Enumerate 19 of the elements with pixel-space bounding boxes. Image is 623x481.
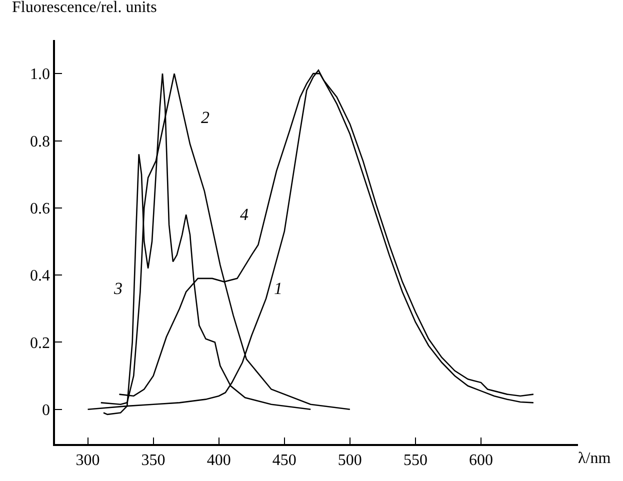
x-tick-label: 400 <box>206 452 231 469</box>
x-axis-title: λ/nm <box>578 450 612 467</box>
series-label: 4 <box>240 205 249 224</box>
y-tick-label: 0.2 <box>30 334 50 352</box>
y-tick-label: 1.0 <box>30 66 50 84</box>
x-tick-label: 600 <box>469 452 493 469</box>
series-label: 2 <box>201 108 210 127</box>
series-label: 1 <box>274 279 282 298</box>
y-tick-label: 0.4 <box>30 268 50 285</box>
y-tick-label: 0.6 <box>30 200 50 218</box>
x-tick-label: 500 <box>338 452 362 469</box>
x-tick-label: 300 <box>76 452 100 469</box>
y-tick-label: 0 <box>42 402 50 420</box>
y-axis-title: Fluorescence/rel. units <box>12 0 157 16</box>
y-tick-label: 0.8 <box>30 133 50 150</box>
x-tick-label: 550 <box>403 452 428 469</box>
series-label: 3 <box>113 279 122 298</box>
x-tick-label: 350 <box>141 452 166 469</box>
x-tick-label: 450 <box>272 452 296 469</box>
